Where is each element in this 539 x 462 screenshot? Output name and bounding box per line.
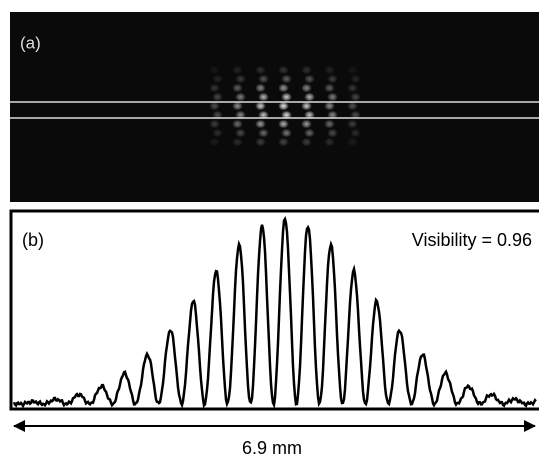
fringe-spot — [235, 92, 247, 102]
fringe-spot — [281, 74, 293, 84]
fringe-spot — [258, 74, 270, 84]
fringe-spot — [232, 137, 244, 147]
fringe-spot — [347, 137, 359, 147]
fringe-spot — [278, 119, 290, 129]
fringe-spot — [232, 83, 244, 93]
fringe-spot — [209, 137, 221, 147]
fringe-spot — [301, 137, 313, 147]
annotation: Visibility = 0.96 — [412, 230, 532, 250]
fringe-spot — [347, 119, 359, 129]
fringe-spot — [327, 74, 339, 84]
fringe-spot — [212, 74, 224, 84]
fringe-spot — [209, 83, 221, 93]
fringe-spot — [212, 92, 224, 102]
fringe-spot — [209, 119, 221, 129]
fringe-spot — [278, 83, 290, 93]
fringe-spot — [327, 92, 339, 102]
fringe-spot — [350, 128, 362, 138]
fringe-spot — [255, 83, 267, 93]
fringe-spot — [232, 65, 244, 75]
fringe-spot — [324, 65, 336, 75]
fringe-spot — [281, 92, 293, 102]
scale-label: 6.9 mm — [242, 438, 302, 458]
fringe-spot — [324, 119, 336, 129]
fringe-spot — [278, 65, 290, 75]
fringe-spot — [255, 119, 267, 129]
figure: (a) (b) Visibility = 0.96 6.9 mm — [0, 0, 539, 462]
panel-label: (b) — [22, 230, 44, 250]
fringe-spot — [281, 128, 293, 138]
panel-a-image — [10, 12, 539, 202]
fringe-spot — [350, 92, 362, 102]
fringe-spot — [350, 74, 362, 84]
fringe-spot — [278, 137, 290, 147]
fringe-spot — [255, 65, 267, 75]
fringe-spot — [347, 83, 359, 93]
fringe-spot — [255, 137, 267, 147]
fringe-spot — [301, 119, 313, 129]
fringe-spot — [235, 128, 247, 138]
panel-label: (a) — [20, 33, 41, 52]
fringe-spot — [304, 74, 316, 84]
fringe-spot — [235, 74, 247, 84]
fringe-spot — [304, 128, 316, 138]
fringe-spot — [347, 65, 359, 75]
fringe-spot — [301, 83, 313, 93]
fringe-spot — [324, 137, 336, 147]
fringe-spot — [304, 92, 316, 102]
fringe-spot — [258, 92, 270, 102]
fringe-spot — [301, 65, 313, 75]
fringe-spot — [209, 65, 221, 75]
fringe-spot — [324, 83, 336, 93]
fringe-spot — [327, 128, 339, 138]
fringe-spot — [258, 128, 270, 138]
fringe-spot — [212, 128, 224, 138]
fringe-spot — [232, 119, 244, 129]
